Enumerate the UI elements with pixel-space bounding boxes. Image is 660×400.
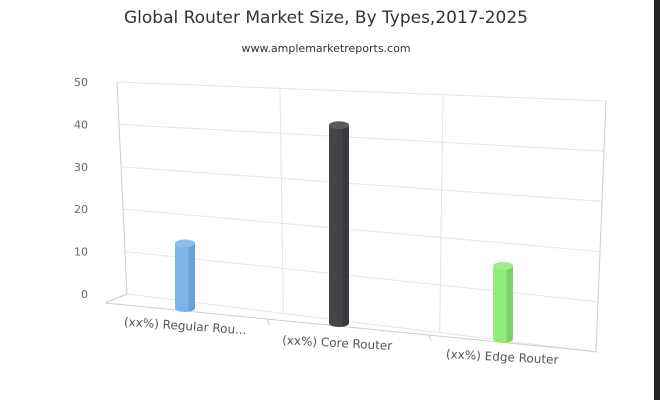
grid [116, 81, 607, 353]
bars [175, 121, 513, 343]
bar-cap [329, 121, 349, 130]
axis-line [595, 100, 607, 353]
axes [104, 81, 607, 353]
bar-shade [188, 243, 195, 312]
axis-line [104, 293, 128, 304]
y-tick-label: 30 [74, 161, 88, 174]
y-tick-label: 0 [81, 288, 88, 301]
bar-shade [506, 265, 513, 343]
bar-3[interactable] [493, 261, 513, 343]
gridline-y [122, 208, 601, 253]
y-tick-label: 40 [74, 118, 88, 131]
bar-cap [175, 239, 195, 248]
gridline-y [120, 166, 603, 202]
gridline-y [124, 251, 599, 303]
y-tick-label: 10 [74, 246, 88, 259]
chart-title: Global Router Market Size, By Types,2017… [124, 8, 528, 28]
gridline-y [116, 81, 607, 102]
bar-1[interactable] [175, 239, 195, 313]
x-category-label: (xx%) Core Router [282, 333, 393, 353]
gridline-y [118, 123, 605, 152]
x-tick-mark [427, 334, 432, 342]
gridline-x [279, 88, 284, 314]
bar-2[interactable] [329, 121, 349, 327]
gridline-x [439, 94, 444, 333]
axis-line [589, 350, 597, 353]
x-tick-mark [266, 318, 271, 326]
chart-subtitle: www.amplemarketreports.com [241, 42, 410, 55]
labels: 0 10 20 30 40 50 (xx%) Regular Rou... (xx%) Cor… [74, 76, 559, 367]
bar-shade [342, 125, 349, 327]
y-tick-label: 50 [74, 76, 88, 89]
x-category-label: (xx%) Regular Rou... [124, 315, 247, 338]
axis-line [116, 81, 128, 295]
window-edge [654, 0, 660, 400]
y-tick-label: 20 [74, 203, 88, 216]
gridline-y [126, 293, 597, 353]
bar-cap [493, 261, 513, 270]
x-category-label: (xx%) Edge Router [446, 347, 559, 367]
